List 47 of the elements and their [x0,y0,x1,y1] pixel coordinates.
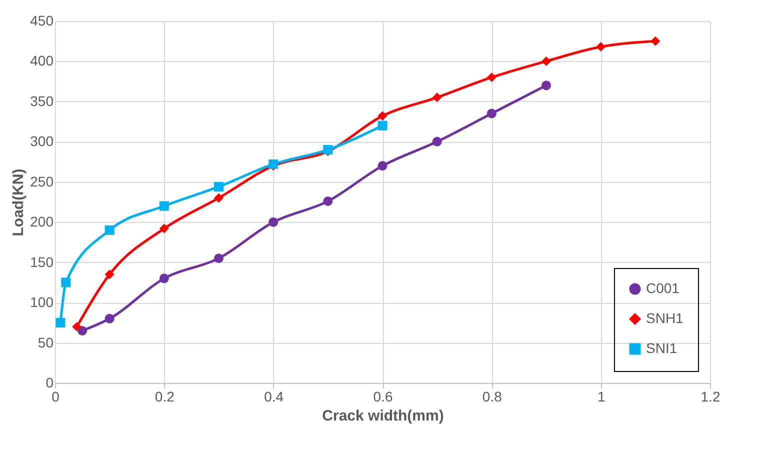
x-tick-label: 0.8 [482,388,502,404]
legend-label: SNH1 [646,310,684,326]
x-tick-label: 0.4 [264,388,284,404]
point [104,314,114,324]
legend-label: C001 [646,280,680,296]
point [323,196,333,206]
y-tick-label: 0 [46,374,54,390]
y-tick-label: 400 [30,52,54,69]
x-tick-label: 1 [597,388,606,404]
y-axis-title: Load(KN) [10,168,28,236]
point [159,201,169,211]
y-tick-label: 200 [30,214,54,230]
point [214,182,224,192]
x-tick-label: 0.2 [154,388,175,404]
y-tick-label: 450 [30,12,54,28]
y-tick-label: 350 [30,92,54,109]
point [159,274,169,284]
point [542,80,551,90]
point [596,42,606,52]
y-tick-label: 150 [30,254,54,270]
point [378,161,388,171]
y-tick-label: 50 [38,334,54,350]
point [486,72,496,82]
x-tick-label: 0.6 [373,388,393,404]
point [78,326,88,336]
point [214,193,224,203]
point [72,322,82,332]
point [378,120,388,130]
point [542,56,551,66]
point [432,92,442,102]
legend-label: SNI1 [646,340,678,356]
y-tick-label: 100 [30,294,54,310]
point [378,111,388,121]
point [159,224,169,234]
point [56,318,66,328]
y-tick-label: 250 [30,173,54,190]
x-tick-label: 1.2 [700,388,720,404]
y-tick-label: 300 [30,133,54,150]
point [104,270,114,280]
point [650,36,660,46]
point [486,108,496,118]
point [214,254,224,264]
x-axis-title: Crack width(mm) [322,408,444,424]
point [268,217,278,227]
point [61,278,71,288]
point [104,225,114,235]
point [432,136,442,146]
